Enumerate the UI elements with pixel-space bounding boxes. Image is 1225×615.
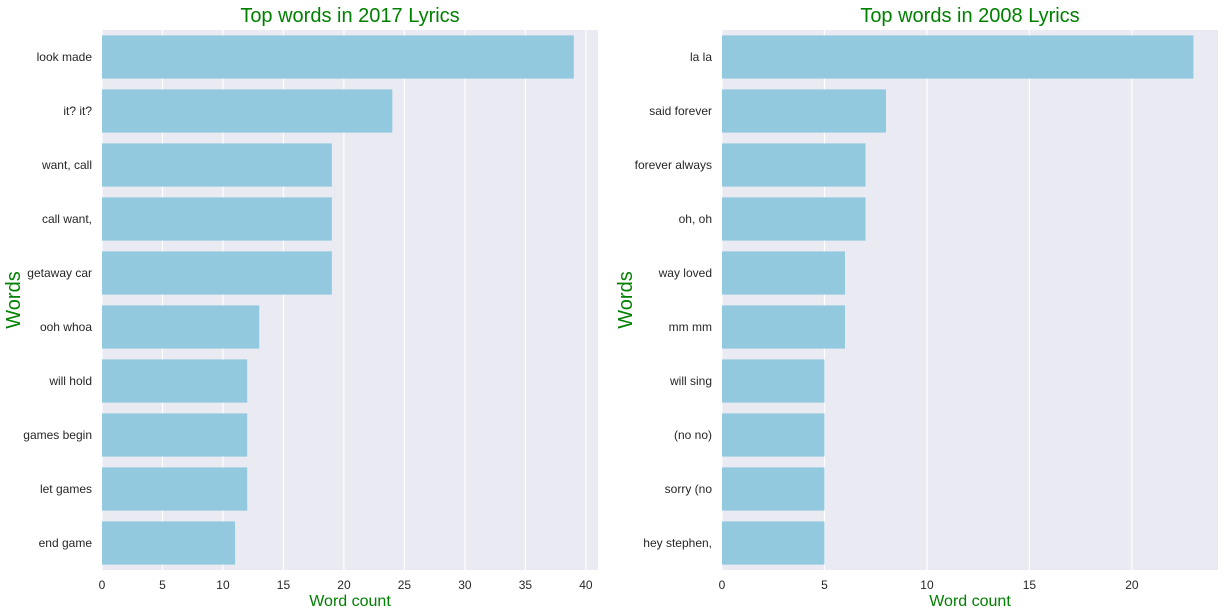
- y-tick-label: will sing: [669, 374, 712, 388]
- y-tick-label: games begin: [23, 428, 92, 442]
- y-axis-label: Words: [615, 271, 637, 328]
- x-tick-label: 30: [458, 578, 472, 592]
- bar-forever-always: [722, 143, 866, 187]
- bar-want-call: [102, 143, 332, 187]
- chart-2008-lyrics: la la said forever forever always oh, oh way…: [615, 5, 1218, 610]
- bar-end-game: [102, 521, 236, 565]
- bar-oh-oh: [722, 197, 866, 241]
- y-tick-label: (no no): [674, 428, 712, 442]
- x-tick-label: 20: [337, 578, 351, 592]
- bar-will-hold: [102, 359, 248, 403]
- bar-games-begin: [102, 413, 248, 457]
- y-tick-label: forever always: [635, 158, 712, 172]
- y-tick-label: said forever: [649, 104, 712, 118]
- y-tick-label: end game: [39, 536, 93, 550]
- bar-getaway-car: [102, 251, 332, 295]
- bar-no-no: [722, 413, 825, 457]
- x-tick-label: 15: [277, 578, 291, 592]
- y-tick-label: la la: [690, 50, 712, 64]
- y-tick-label: way loved: [658, 266, 712, 280]
- x-axis-label: Word count: [929, 593, 1011, 610]
- y-tick-label: will hold: [48, 374, 92, 388]
- bar-hey-stephen: [722, 521, 825, 565]
- x-tick-label: 5: [821, 578, 828, 592]
- x-tick-label: 20: [1125, 578, 1139, 592]
- y-tick-label: want, call: [41, 158, 92, 172]
- chart-title: Top words in 2008 Lyrics: [860, 5, 1079, 27]
- bar-way-loved: [722, 251, 845, 295]
- x-tick-label: 10: [920, 578, 934, 592]
- y-tick-label: let games: [40, 482, 92, 496]
- y-tick-label: getaway car: [27, 266, 92, 280]
- bar-mm-mm: [722, 305, 845, 349]
- y-tick-label: call want,: [42, 212, 92, 226]
- y-tick-label: look made: [37, 50, 93, 64]
- y-tick-label: it? it?: [63, 104, 92, 118]
- x-tick-label: 25: [398, 578, 412, 592]
- bar-look-made: [102, 35, 574, 79]
- x-tick-label: 10: [216, 578, 230, 592]
- chart-title: Top words in 2017 Lyrics: [240, 5, 459, 27]
- y-tick-label: ooh whoa: [40, 320, 92, 334]
- bar-la-la: [722, 35, 1194, 79]
- x-tick-label: 35: [519, 578, 533, 592]
- bar-sorry-no: [722, 467, 825, 511]
- y-tick-label: mm mm: [669, 320, 712, 334]
- bar-ooh-whoa: [102, 305, 260, 349]
- y-tick-label: sorry (no: [665, 482, 713, 496]
- x-axis-label: Word count: [309, 593, 391, 610]
- bar-said-forever: [722, 89, 886, 133]
- x-tick-label: 0: [99, 578, 106, 592]
- bar-let-games: [102, 467, 248, 511]
- x-tick-label: 5: [159, 578, 166, 592]
- x-tick-label: 40: [579, 578, 593, 592]
- y-axis-label: Words: [3, 271, 25, 328]
- bar-will-sing: [722, 359, 825, 403]
- chart-2017-lyrics: look made it? it? want, call call want, geta…: [3, 5, 598, 610]
- x-tick-label: 0: [719, 578, 726, 592]
- x-tick-label: 15: [1023, 578, 1037, 592]
- y-tick-label: oh, oh: [679, 212, 712, 226]
- y-tick-label: hey stephen,: [643, 536, 712, 550]
- bar-call-want: [102, 197, 332, 241]
- bar-it-it: [102, 89, 393, 133]
